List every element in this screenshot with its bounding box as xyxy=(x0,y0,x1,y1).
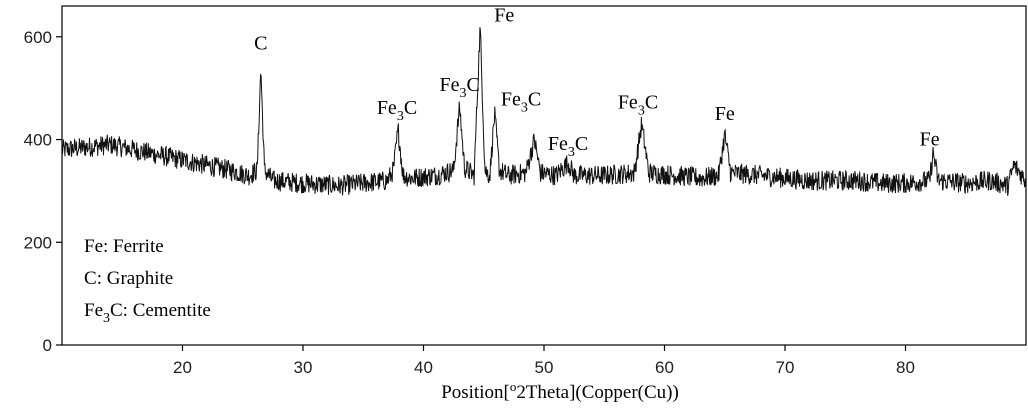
peak-annotations: C Fe3C Fe3C Fe Fe3C Fe3C Fe3C Fe Fe xyxy=(254,4,940,159)
peak-label: Fe xyxy=(920,129,940,151)
x-tick-label: 30 xyxy=(294,358,313,377)
y-tick-label: 200 xyxy=(24,233,52,252)
peak-label: Fe3C xyxy=(439,74,479,101)
y-tick-label: 0 xyxy=(43,336,52,355)
legend-entry: C: Graphite xyxy=(84,268,173,289)
x-tick-label: 80 xyxy=(896,358,915,377)
plot-area xyxy=(61,27,1027,196)
x-axis-title: Position[o2Theta](Copper(Cu)) xyxy=(441,379,679,403)
peak-label: Fe3C xyxy=(377,97,417,124)
axes: 0 200 400 600 20 30 40 50 60 70 80 xyxy=(24,5,1027,377)
peak-label: Fe xyxy=(494,4,514,26)
x-tick-label: 60 xyxy=(655,358,674,377)
x-tick-label: 40 xyxy=(414,358,433,377)
x-tick-label: 20 xyxy=(173,358,192,377)
legend-entry: Fe: Ferrite xyxy=(84,236,164,257)
peak-label: C xyxy=(254,33,267,55)
legend: Fe: Ferrite C: Graphite Fe3C: Cementite xyxy=(84,236,211,326)
peak-label: Fe xyxy=(715,103,735,125)
y-tick-label: 600 xyxy=(24,28,52,47)
legend-entry: Fe3C: Cementite xyxy=(84,300,211,326)
y-tick-label: 400 xyxy=(24,131,52,150)
peak-label: Fe3C xyxy=(548,133,588,160)
peak-label: Fe3C xyxy=(618,92,658,119)
x-tick-label: 50 xyxy=(535,358,554,377)
peak-label: Fe3C xyxy=(501,89,541,116)
x-tick-label: 70 xyxy=(776,358,795,377)
series-line xyxy=(61,27,1027,196)
